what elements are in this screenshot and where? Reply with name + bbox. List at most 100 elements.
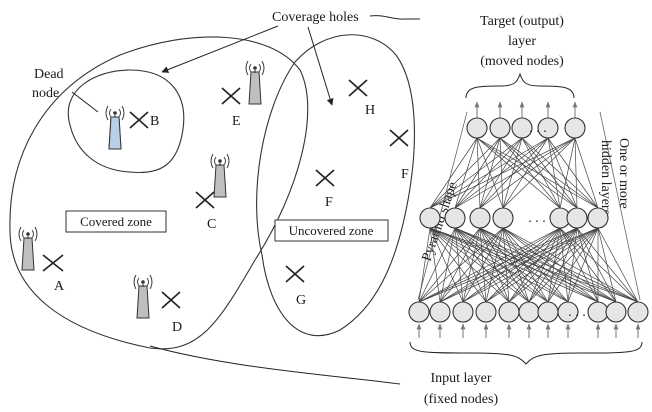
node-cross-a	[42, 254, 64, 272]
hidden-layers-label-line2: hidden layers	[598, 140, 613, 215]
edge-input-10-hidden-4	[559, 227, 639, 303]
node-label-b: B	[150, 114, 159, 129]
input-neuron-10	[627, 301, 649, 323]
edge-input-1-hidden-6	[439, 227, 599, 303]
edge-hidden-5-output-1	[499, 137, 578, 209]
node-cross-h	[348, 79, 368, 97]
output-layer-brace	[465, 72, 575, 99]
edge-hidden-2-output-0	[476, 137, 481, 209]
dead-node-label-line1: Dead	[34, 67, 64, 82]
input-neuron-7	[557, 301, 579, 323]
edge-input-8-hidden-1	[454, 227, 599, 303]
edge-hidden-0-output-2	[429, 137, 523, 209]
edge-input-3-hidden-5	[485, 227, 578, 303]
hidden-neuron-3	[492, 207, 514, 229]
hidden-neuron-1	[444, 207, 466, 229]
edge-input-8-hidden-4	[559, 227, 599, 303]
input-neuron-0	[408, 301, 430, 323]
node-cross-b	[129, 111, 149, 129]
node-cross-d	[161, 291, 181, 309]
input-neuron-5	[518, 301, 540, 323]
tower-icon-a	[18, 226, 38, 271]
edge-input-9-hidden-1	[454, 227, 617, 303]
output-neuron-2	[511, 117, 533, 139]
edge-input-0-hidden-0	[418, 227, 431, 303]
dead-node-pointer	[71, 91, 99, 113]
edge-hidden-2-output-3	[479, 137, 549, 209]
input-neuron-3	[475, 301, 497, 323]
node-label-e: E	[232, 114, 241, 129]
edge-input-8-hidden-5	[576, 227, 599, 303]
edge-input-7-hidden-1	[454, 227, 569, 303]
edge-input-3-hidden-6	[485, 227, 599, 303]
node-cross-f-left	[315, 169, 335, 187]
edge-input-9-hidden-6	[597, 227, 617, 303]
coverage-hole-arrow-right	[307, 26, 334, 106]
uncovered-zone-boundary	[256, 34, 415, 336]
output-neuron-3	[537, 117, 559, 139]
edge-hidden-6-output-0	[476, 137, 599, 209]
edge-input-5-hidden-1	[454, 227, 530, 303]
coverage-hole-arrow-left	[161, 25, 279, 73]
hidden-neuron-0	[419, 207, 441, 229]
node-label-d: D	[172, 320, 182, 335]
dead-node-body	[108, 116, 122, 150]
node-cross-f-right	[389, 129, 409, 147]
edge-input-10-hidden-2	[479, 227, 639, 303]
edge-hidden-0-output-4	[429, 137, 576, 209]
edge-input-0-hidden-3	[418, 227, 504, 303]
node-cross-e	[221, 87, 241, 105]
output-neuron-4	[564, 117, 586, 139]
edge-hidden-1-output-4	[454, 137, 576, 209]
node-label-c: C	[207, 217, 216, 232]
tower-icon-e	[245, 60, 265, 105]
node-label-a: A	[54, 279, 65, 294]
edge-input-6-hidden-4	[547, 227, 561, 303]
edge-hidden-4-output-0	[476, 137, 561, 209]
node-label-g: G	[296, 293, 306, 308]
edge-input-2-hidden-1	[454, 227, 464, 303]
edge-input-10-hidden-0	[429, 227, 639, 303]
edge-hidden-2-output-2	[479, 137, 523, 209]
output-ellipsis: . . .	[529, 121, 547, 136]
edge-hidden-6-output-1	[499, 137, 599, 209]
edge-input-1-hidden-5	[439, 227, 578, 303]
edge-hidden-5-output-3	[547, 137, 578, 209]
edge-input-10-hidden-6	[597, 227, 639, 303]
edge-input-10-hidden-3	[502, 227, 639, 303]
edge-input-2-hidden-0	[429, 227, 464, 303]
dead-node-zone-boundary	[67, 69, 185, 174]
edge-hidden-3-output-0	[476, 137, 504, 209]
edge-hidden-4-output-3	[547, 137, 561, 209]
covered-zone-label: Covered zone	[80, 214, 152, 229]
edge-input-6-hidden-3	[502, 227, 549, 303]
input-layer-label-line1: Input layer	[430, 371, 491, 386]
edge-input-7-hidden-4	[559, 227, 569, 303]
input-neuron-4	[498, 301, 520, 323]
edge-input-0-hidden-2	[418, 227, 481, 303]
tower-icon-c	[210, 153, 230, 198]
edge-input-8-hidden-2	[479, 227, 599, 303]
edge-hidden-3-output-2	[502, 137, 523, 209]
edge-input-1-hidden-4	[439, 227, 561, 303]
node-label-f-left: F	[325, 195, 333, 210]
edge-hidden-3-output-3	[502, 137, 549, 209]
edge-input-6-hidden-6	[547, 227, 599, 303]
node-cross-c	[195, 191, 215, 209]
output-neuron-1	[489, 117, 511, 139]
edge-input-7-hidden-2	[479, 227, 569, 303]
edge-hidden-6-output-3	[547, 137, 599, 209]
dead-node-label-line2: node	[32, 86, 59, 101]
edge-hidden-0-output-1	[429, 137, 501, 209]
edge-hidden-1-output-2	[454, 137, 523, 209]
covered-zone-boundary	[9, 36, 309, 350]
target-layer-label-line3: (moved nodes)	[480, 54, 564, 69]
edge-hidden-0-output-0	[429, 137, 478, 209]
edge-hidden-6-output-4	[574, 137, 599, 209]
edge-input-1-hidden-0	[429, 227, 441, 303]
hidden-neuron-5	[566, 207, 588, 229]
coverage-holes-label: Coverage holes	[272, 10, 359, 25]
network-connections	[418, 137, 639, 303]
covered-zone-label-box: Covered zone	[65, 210, 167, 233]
